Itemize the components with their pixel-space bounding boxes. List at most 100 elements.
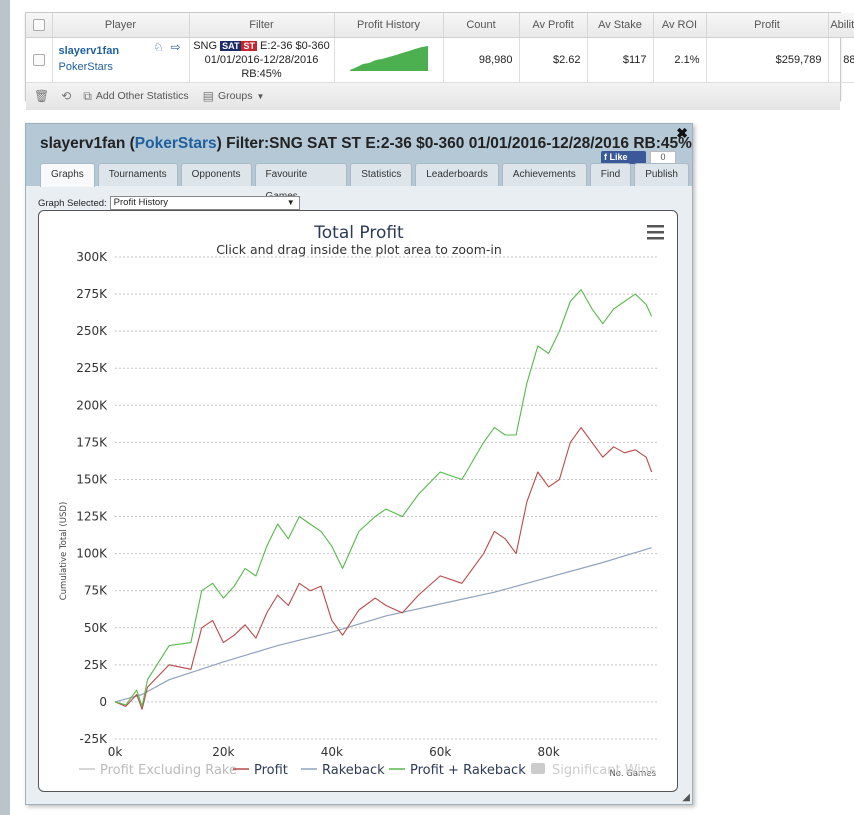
y-tick-label: 200K [76, 398, 108, 412]
player-popup: slayerv1fan (PokerStars) Filter:SNG SAT … [25, 123, 693, 805]
col-header-av-roi[interactable]: Av ROI [653, 13, 707, 38]
popup-title-rest: ) Filter:SNG SAT ST E:2-36 $0-360 01/01/… [216, 135, 692, 152]
y-tick-label: 125K [76, 510, 108, 524]
player-icons: ♘ ⇨ [149, 40, 183, 54]
tab-achievements[interactable]: Achievements [501, 163, 587, 186]
tab-favourite-games[interactable]: Favourite Games [254, 163, 348, 202]
y-tick-label: 300K [76, 250, 108, 264]
filter-line2: 01/01/2016-12/28/2016 RB:45% [204, 53, 319, 80]
row-checkbox[interactable] [32, 53, 45, 66]
series-rakeback [114, 547, 652, 703]
favourite-icon[interactable]: ♘ [153, 39, 164, 54]
av-profit-cell: $2.62 [519, 37, 588, 83]
tab-publish[interactable]: Publish [634, 163, 689, 186]
player-link[interactable]: slayerv1fan [58, 44, 120, 57]
y-tick-label: 25K [84, 658, 108, 672]
filter-cell: SNG SAT ST E:2-36 $0-360 01/01/2016-12/28… [189, 37, 335, 83]
profit-cell: $259,789 [706, 37, 829, 83]
chevron-down-icon: ▼ [286, 198, 295, 207]
series-profit-rakeback [114, 289, 653, 707]
left-rail [0, 0, 10, 815]
col-header-av-stake[interactable]: Av Stake [587, 13, 654, 38]
legend-label: Profit + Rakeback [410, 763, 526, 778]
av-roi-cell: 2.1% [653, 37, 707, 83]
row-select-cell[interactable] [26, 37, 53, 83]
profit-history-cell[interactable] [334, 37, 444, 83]
legend-label: Profit Excluding Rake [100, 763, 237, 778]
x-axis-ticks: 0k 20k 40k 60k 80k [108, 745, 560, 759]
av-stake-cell: $117 [587, 37, 654, 83]
results-table: Player Filter Profit History Count Av Pr… [26, 13, 854, 83]
refresh-icon[interactable]: ⟲ [61, 89, 72, 103]
chart-grid [115, 256, 657, 740]
col-header-profit[interactable]: Profit [706, 13, 829, 38]
col-header-profit-history[interactable]: Profit History [334, 13, 444, 38]
x-axis-label: No. Games [609, 769, 656, 779]
graph-selected-label: Graph Selected: [38, 197, 107, 209]
legend-item[interactable]: Profit Excluding Rake [79, 763, 237, 778]
count-cell: 98,980 [443, 37, 520, 83]
legend-swatch [531, 763, 545, 774]
x-tick-label: 20k [212, 745, 234, 759]
like-label: Like [609, 152, 628, 162]
chart-subtitle: Click and drag inside the plot area to z… [216, 242, 502, 257]
filter-prefix: SNG [193, 39, 218, 52]
tab-statistics[interactable]: Statistics [350, 163, 413, 186]
add-other-statistics-button[interactable]: ⧉ Add Other Statistics [83, 89, 188, 104]
results-panel: Player Filter Profit History Count Av Pr… [25, 12, 854, 110]
player-cell: slayerv1fan PokerStars ♘ ⇨ [52, 37, 190, 83]
tab-find[interactable]: Find [589, 163, 632, 186]
menu-bar-2 [647, 231, 664, 234]
tab-tournaments[interactable]: Tournaments [97, 163, 178, 186]
total-profit-chart[interactable]: -25K 0 25K 50K 75K 100K 125K 150K 175K 200K 225K 25… [39, 211, 679, 793]
table-row: slayerv1fan PokerStars ♘ ⇨ SNG SAT ST E:2-… [26, 37, 854, 83]
trash-icon[interactable]: 🗑 [34, 89, 50, 103]
groups-dropdown[interactable]: ▤ Groups ▼ [203, 89, 265, 103]
export-icon[interactable]: ⇨ [170, 39, 181, 54]
chart-title: Total Profit [313, 223, 404, 243]
tab-leaderboards[interactable]: Leaderboards [415, 163, 499, 186]
chart-menu-icon[interactable] [647, 225, 664, 240]
y-tick-label: 150K [76, 472, 108, 486]
tab-opponents[interactable]: Opponents [180, 163, 252, 186]
chart-legend: Profit Excluding Rake Profit Rakeback Profi… [79, 763, 656, 778]
y-tick-label: 100K [76, 547, 108, 561]
y-tick-label: 175K [76, 435, 108, 449]
legend-item[interactable]: Profit [233, 763, 288, 778]
close-icon[interactable]: ✖ [676, 125, 688, 141]
col-header-count[interactable]: Count [443, 13, 520, 38]
tab-graphs[interactable]: Graphs [40, 163, 95, 187]
col-header-filter[interactable]: Filter [189, 13, 335, 38]
select-all-cell[interactable] [26, 13, 53, 38]
popup-title-site[interactable]: PokerStars [134, 135, 217, 152]
filter-line1: E:2-36 $0-360 [260, 39, 330, 52]
facebook-icon: f [604, 152, 607, 162]
profit-sparkline[interactable] [349, 45, 429, 71]
legend-item[interactable]: Significant Wins [531, 763, 656, 778]
popup-title-open: ( [125, 135, 135, 152]
graph-select-value: Profit History [113, 197, 169, 208]
graph-select[interactable]: Profit History ▼ [109, 196, 300, 210]
groups-icon: ▤ [202, 89, 215, 103]
legend-item[interactable]: Profit + Rakeback [389, 763, 526, 778]
y-tick-label: 225K [76, 361, 108, 375]
graph-select-row: Graph Selected: Profit History ▼ [38, 196, 300, 210]
col-header-ability[interactable]: Ability [828, 13, 854, 38]
chart-series [114, 289, 653, 710]
site-link[interactable]: PokerStars [58, 60, 113, 73]
col-header-player[interactable]: Player [52, 13, 190, 38]
chart-container[interactable]: -25K 0 25K 50K 75K 100K 125K 150K 175K 200K 225K 25… [38, 210, 678, 792]
groups-label: Groups [218, 90, 253, 102]
x-tick-label: 80k [537, 745, 559, 759]
facebook-like-button[interactable]: f Like [601, 151, 646, 164]
resize-grip-icon[interactable]: ◢ [682, 792, 690, 803]
x-tick-label: 0k [108, 745, 123, 759]
legend-item[interactable]: Rakeback [301, 763, 385, 778]
popup-title-player: slayerv1fan [40, 135, 126, 152]
sat-badge: SAT [220, 40, 242, 51]
select-all-checkbox[interactable] [32, 18, 45, 31]
ability-cell: 88 [828, 37, 854, 83]
menu-bar-3 [647, 237, 664, 240]
popup-header: slayerv1fan (PokerStars) Filter:SNG SAT … [26, 124, 692, 202]
col-header-av-profit[interactable]: Av Profit [519, 13, 588, 38]
